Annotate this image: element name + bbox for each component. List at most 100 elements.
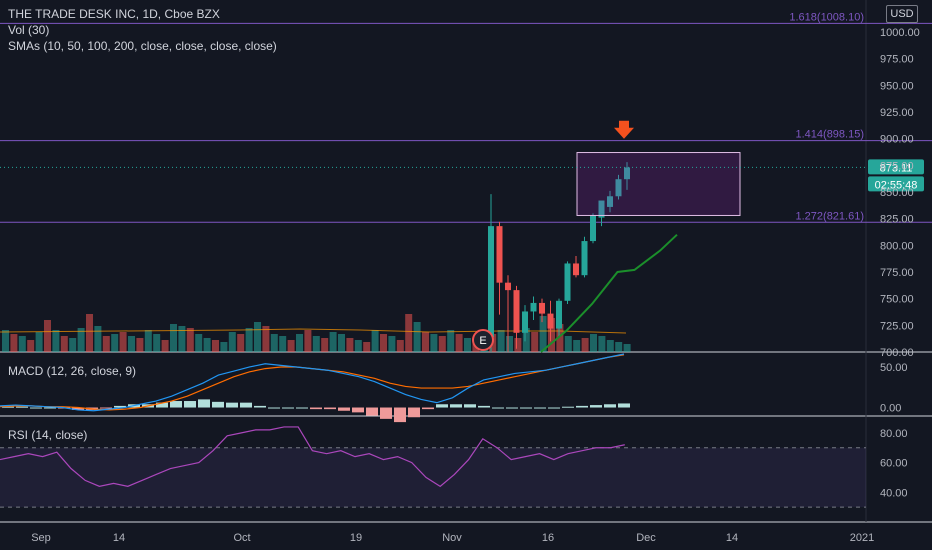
volume-bar — [161, 340, 169, 352]
volume-bar — [144, 330, 152, 352]
volume-bar — [623, 344, 631, 352]
macd-line — [0, 353, 625, 412]
candle-body — [590, 215, 596, 242]
rsi-label[interactable]: RSI (14, close) — [8, 428, 88, 442]
candle-body — [522, 311, 528, 333]
macd-histogram-bar — [548, 407, 560, 409]
candle-body — [539, 302, 545, 314]
macd-histogram-bar — [576, 405, 588, 408]
volume-bar — [270, 334, 278, 352]
volume-bar — [564, 336, 572, 352]
macd-histogram-bar — [254, 405, 266, 408]
volume-indicator-label[interactable]: Vol (30) — [8, 23, 50, 37]
volume-bar — [354, 340, 362, 352]
last-price-badge — [868, 159, 924, 175]
time-tick-label: 2021 — [850, 532, 874, 544]
sma-indicator-label[interactable]: SMAs (10, 50, 100, 200, close, close, cl… — [8, 39, 277, 53]
price-tick-label: 700.00 — [880, 347, 914, 359]
volume-bar — [506, 336, 513, 352]
volume-bar — [422, 332, 429, 352]
volume-bar — [430, 334, 438, 352]
time-tick-label: Sep — [31, 532, 51, 544]
volume-bar — [27, 340, 35, 352]
volume-bar — [136, 338, 144, 352]
volume-bar — [44, 320, 51, 352]
macd-histogram-bar — [100, 407, 112, 409]
volume-bar — [119, 332, 127, 352]
macd-histogram-bar — [338, 407, 350, 411]
candle-body — [488, 226, 494, 338]
volume-bar — [606, 340, 614, 352]
candle-body — [496, 226, 503, 283]
volume-bar — [178, 326, 186, 352]
macd-histogram-bar — [170, 401, 182, 408]
volume-bar — [262, 326, 270, 352]
volume-bar — [321, 338, 329, 352]
countdown-badge — [868, 176, 924, 192]
rsi-tick-label: 60.00 — [880, 458, 908, 470]
price-tick-label: 800.00 — [880, 240, 914, 252]
time-tick-label: Oct — [233, 532, 250, 544]
volume-bar — [228, 332, 236, 352]
rsi-line — [0, 426, 625, 488]
volume-bar — [363, 342, 371, 352]
volume-bar — [304, 330, 312, 352]
macd-histogram-bar — [436, 404, 448, 408]
macd-histogram-bar — [380, 407, 392, 419]
volume-bar — [438, 336, 446, 352]
symbol-title[interactable]: THE TRADE DESK INC, 1D, Cboe BZX — [8, 7, 220, 21]
macd-histogram-bar — [618, 403, 630, 408]
candle-body — [573, 263, 579, 276]
macd-histogram-bar — [394, 407, 406, 423]
volume-bar — [312, 336, 320, 352]
candle-body — [547, 313, 554, 329]
volume-bar — [60, 336, 68, 352]
macd-histogram-bar — [184, 401, 196, 408]
volume-bar — [338, 334, 345, 352]
earnings-marker-text: E — [479, 335, 486, 347]
macd-histogram-bar — [324, 407, 336, 410]
volume-bar — [497, 330, 505, 352]
volume-bar — [573, 340, 581, 352]
volume-bar — [371, 330, 379, 352]
macd-histogram-bar — [506, 407, 518, 409]
macd-label[interactable]: MACD (12, 26, close, 9) — [8, 364, 137, 378]
volume-bar — [186, 328, 194, 352]
macd-histogram-bar — [590, 405, 602, 408]
volume-bar — [531, 332, 539, 352]
volume-bar — [396, 340, 404, 352]
macd-histogram-bar — [604, 404, 616, 408]
macd-histogram-bar — [72, 407, 84, 410]
highlight-box — [576, 152, 741, 216]
volume-bar — [220, 342, 228, 352]
volume-bar — [153, 334, 161, 352]
price-tick-label: 850.00 — [880, 187, 914, 199]
macd-histogram-bar — [520, 407, 532, 409]
macd-histogram-bar — [226, 402, 238, 408]
macd-histogram-bar — [16, 406, 28, 408]
volume-bar — [94, 326, 102, 352]
macd-histogram-bar — [562, 406, 574, 408]
time-tick-label: 16 — [542, 532, 554, 544]
volume-bar — [380, 334, 387, 352]
macd-histogram-bar — [310, 407, 322, 410]
volume-bar — [245, 328, 253, 352]
candle-body — [530, 302, 537, 312]
time-tick-label: 19 — [350, 532, 362, 544]
volume-bar — [287, 340, 295, 352]
volume-bar — [296, 334, 303, 352]
down-arrow-marker — [614, 120, 634, 139]
volume-bars — [0, 314, 631, 352]
candle-body — [505, 282, 511, 291]
time-tick-label: 14 — [113, 532, 125, 544]
macd-histogram-bar — [198, 399, 210, 408]
volume-bar — [86, 314, 93, 352]
volume-bar — [581, 338, 589, 352]
volume-bar — [18, 336, 26, 352]
price-tick-label: 750.00 — [880, 294, 914, 306]
fib-level-label: 1.618(1008.10) — [789, 11, 864, 23]
macd-histogram-bar — [450, 404, 462, 408]
currency-badge[interactable]: USD — [886, 5, 918, 23]
